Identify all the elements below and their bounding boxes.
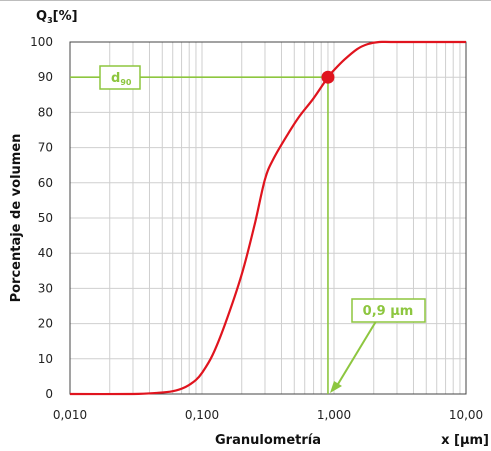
y-tick-label: 90 [38, 70, 53, 84]
value-arrow [334, 317, 379, 390]
y-tick-label: 100 [30, 35, 53, 49]
d90-marker [321, 70, 335, 84]
y-tick-label: 20 [38, 317, 53, 331]
grid [70, 42, 466, 394]
x-tick-label: 0,010 [53, 408, 87, 422]
value-arrow-head [330, 381, 342, 393]
x-unit-label: x [µm] [441, 433, 489, 448]
y-tick-label: 10 [38, 352, 53, 366]
y-unit-suffix: [%] [53, 9, 78, 24]
d90-label-sub: 90 [120, 78, 132, 87]
y-axis-title: Porcentaje de volumen [9, 134, 24, 303]
plot-frame [69, 41, 467, 395]
y-unit-label: Q3[%] [36, 9, 78, 25]
top-rule [0, 0, 491, 1]
y-unit-sub: 3 [47, 16, 53, 25]
x-axis-title: Granulometría [215, 433, 321, 448]
d90-label-main: d [111, 71, 120, 86]
y-tick-label: 60 [38, 176, 53, 190]
y-tick-label: 50 [38, 211, 53, 225]
cumulative-curve [69, 40, 466, 396]
value-label-box [351, 298, 426, 323]
y-tick-label: 80 [38, 105, 53, 119]
x-tick-labels: 0,010 0,100 1,000 10,00 [53, 408, 483, 422]
x-tick-label: 1,000 [317, 408, 351, 422]
y-tick-label: 30 [38, 281, 53, 295]
value-label: 0,9 µm [363, 304, 414, 319]
x-tick-label: 0,100 [185, 408, 219, 422]
x-tick-label: 10,00 [449, 408, 483, 422]
y-tick-label: 0 [45, 387, 53, 401]
y-tick-label: 70 [38, 141, 53, 155]
d90-label: d90 [111, 71, 132, 87]
y-tick-label: 40 [38, 246, 53, 260]
d90-guides [70, 76, 329, 394]
y-tick-labels: 0 10 20 30 40 50 60 70 80 90 100 [30, 35, 53, 401]
y-unit-prefix: Q [36, 9, 47, 24]
d90-label-box [99, 65, 141, 90]
